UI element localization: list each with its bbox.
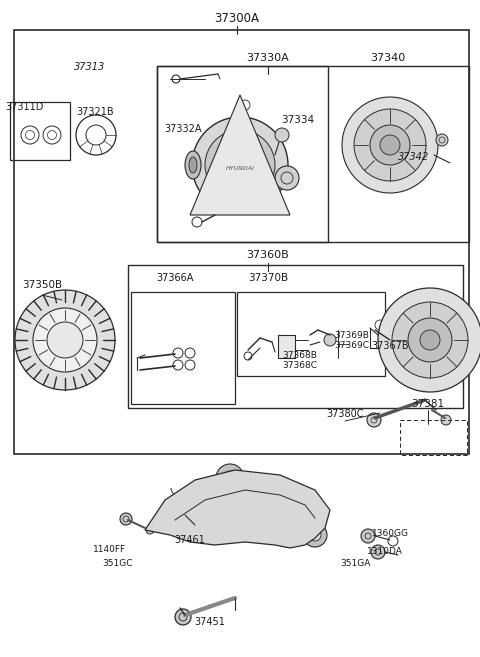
Circle shape — [15, 290, 115, 390]
Circle shape — [324, 334, 336, 346]
Circle shape — [303, 523, 327, 547]
Text: 37366A: 37366A — [156, 273, 194, 283]
Bar — [278, 335, 295, 358]
Circle shape — [370, 125, 410, 165]
Circle shape — [441, 415, 451, 425]
Bar — [131, 292, 235, 404]
Ellipse shape — [189, 157, 197, 173]
Circle shape — [178, 508, 188, 518]
Circle shape — [392, 302, 468, 378]
Circle shape — [367, 413, 381, 427]
Bar — [10, 102, 70, 160]
Text: 37300A: 37300A — [215, 12, 260, 24]
Text: 37370B: 37370B — [248, 273, 288, 283]
Text: 1360GG: 1360GG — [372, 530, 408, 539]
Text: 37367B: 37367B — [371, 341, 409, 351]
Bar — [128, 265, 463, 408]
Text: HYUNDAI: HYUNDAI — [226, 166, 254, 171]
Circle shape — [371, 545, 385, 559]
Text: 37461: 37461 — [175, 535, 205, 545]
Circle shape — [420, 330, 440, 350]
Circle shape — [146, 526, 154, 534]
Polygon shape — [190, 95, 290, 215]
Bar — [14, 30, 469, 454]
Bar — [157, 66, 469, 242]
Circle shape — [228, 153, 252, 177]
Circle shape — [47, 322, 83, 358]
Circle shape — [275, 166, 299, 190]
Text: 37369C: 37369C — [335, 342, 370, 350]
Circle shape — [223, 471, 237, 485]
Text: 1310DA: 1310DA — [367, 547, 403, 556]
Text: 37350B: 37350B — [22, 280, 62, 290]
Bar — [157, 66, 328, 242]
Text: 37342: 37342 — [398, 152, 430, 162]
Circle shape — [354, 109, 426, 181]
Text: 37311D: 37311D — [5, 102, 43, 112]
Circle shape — [205, 130, 275, 200]
Circle shape — [175, 609, 191, 625]
Text: 351GC: 351GC — [103, 558, 133, 568]
Circle shape — [342, 97, 438, 193]
Text: 351GA: 351GA — [340, 560, 370, 568]
Text: 37380C: 37380C — [326, 409, 364, 419]
Text: 37334: 37334 — [281, 115, 314, 125]
Text: 37340: 37340 — [371, 53, 406, 63]
Text: 37451: 37451 — [194, 617, 226, 627]
Text: 37360B: 37360B — [247, 250, 289, 260]
Polygon shape — [145, 470, 330, 548]
Circle shape — [436, 134, 448, 146]
Circle shape — [380, 135, 400, 155]
Circle shape — [361, 529, 375, 543]
Text: 37368B: 37368B — [283, 351, 317, 361]
Circle shape — [309, 529, 321, 541]
Text: 37368C: 37368C — [283, 361, 317, 371]
Bar — [400, 420, 467, 455]
Ellipse shape — [185, 151, 201, 179]
Circle shape — [218, 143, 262, 187]
Bar — [400, 420, 467, 455]
Text: 37321B: 37321B — [76, 107, 114, 117]
Circle shape — [378, 288, 480, 392]
Circle shape — [33, 308, 97, 372]
Circle shape — [120, 513, 132, 525]
Text: 37332A: 37332A — [164, 124, 202, 134]
Circle shape — [275, 128, 289, 142]
Text: 37313: 37313 — [74, 62, 106, 72]
Circle shape — [386, 335, 400, 349]
Text: 1140FF: 1140FF — [94, 545, 127, 553]
Circle shape — [408, 318, 452, 362]
Circle shape — [192, 117, 288, 213]
Text: 37330A: 37330A — [247, 53, 289, 63]
Bar — [237, 292, 385, 376]
Text: 37369B: 37369B — [335, 332, 370, 340]
Circle shape — [216, 464, 244, 492]
Text: 37381: 37381 — [411, 399, 444, 409]
